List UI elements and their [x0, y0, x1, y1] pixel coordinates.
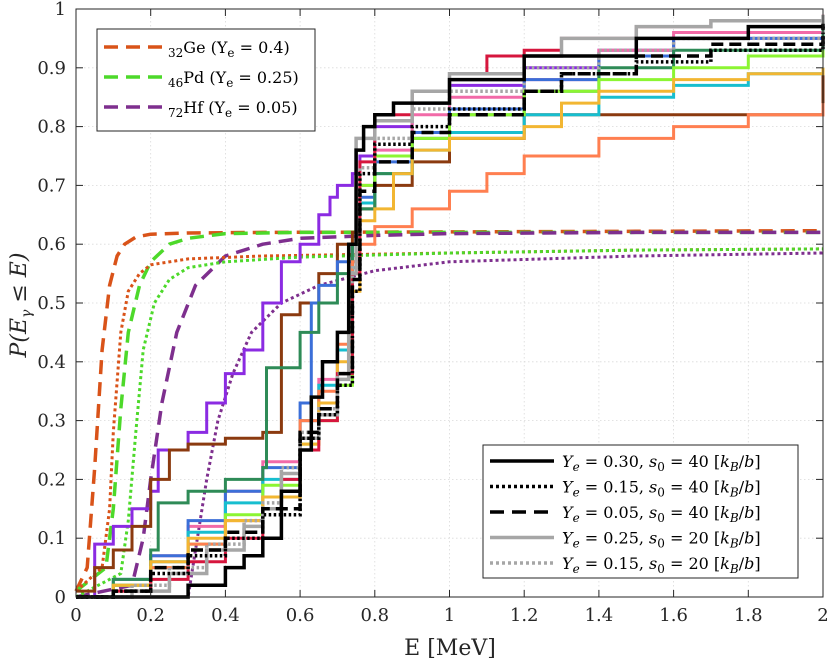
legend-bottom-label-1: Ye = 0.15, s0 = 40 [kB/b]	[562, 478, 761, 500]
smooth-series-4	[75, 247, 824, 599]
y-axis-label-suffix: ≤ E)	[7, 253, 32, 310]
x-tick-label-5: 1	[444, 605, 455, 626]
y-tick-label-5: 0.5	[37, 293, 66, 314]
y-tick-label-0: 0	[55, 587, 66, 608]
x-tick-label-7: 1.4	[585, 605, 614, 626]
legend-bottom-label-0: Ye = 0.30, s0 = 40 [kB/b]	[562, 452, 761, 474]
step-series-14	[76, 23, 825, 599]
legend-top-label-2: 72Hf (Ye = 0.05)	[168, 98, 298, 120]
x-tick-label-6: 1.2	[510, 605, 539, 626]
x-tick-label-3: 0.6	[286, 605, 315, 626]
y-tick-label-6: 0.6	[37, 234, 66, 255]
legend-top-label-1: 46Pd (Ye = 0.25)	[168, 68, 299, 90]
x-tick-label-4: 0.8	[360, 605, 389, 626]
legend-bottom-label-3: Ye = 0.25, s0 = 20 [kB/b]	[562, 529, 761, 551]
legend-bottom-right: Ye = 0.30, s0 = 40 [kB/b] Ye = 0.15, s0 =…	[482, 444, 799, 579]
x-tick-label-9: 1.8	[734, 605, 763, 626]
y-tick-label-9: 0.9	[37, 58, 66, 79]
smooth-series-2	[75, 230, 823, 599]
x-tick-label-2: 0.4	[211, 605, 240, 626]
y-tick-label-4: 0.4	[37, 352, 66, 373]
x-axis-label: E [MeV]	[404, 636, 496, 661]
x-tick-label-8: 1.6	[659, 605, 688, 626]
tick-labels: 0 0.2 0.4 0.6 0.8 1 1.2 1.4 1.6 1.8 2 0 0.1 0.2 0.3 0.4…	[37, 0, 828, 626]
y-axis-label: P(Eγ ≤ E)	[7, 253, 35, 359]
y-tick-label-8: 0.8	[37, 117, 66, 138]
smooth-series-5	[76, 251, 824, 599]
legend-top-box	[96, 28, 316, 132]
smooth-series-1	[74, 230, 823, 593]
axes	[75, 8, 824, 598]
legend-bottom-label-4: Ye = 0.15, s0 = 20 [kB/b]	[562, 554, 761, 576]
x-tick-label-0: 0	[70, 605, 81, 626]
y-tick-label-1: 0.1	[37, 528, 66, 549]
y-tick-label-3: 0.3	[37, 411, 66, 432]
y-axis-label-prefix: P(E	[7, 318, 32, 358]
legend-bottom-label-2: Ye = 0.05, s0 = 40 [kB/b]	[562, 503, 761, 525]
legend-top-left: 32Ge (Ye = 0.4) 46Pd (Ye = 0.25) 72Hf (Ye …	[96, 28, 316, 132]
x-tick-label-10: 2	[817, 605, 828, 626]
y-tick-label-2: 0.2	[37, 469, 66, 490]
y-tick-label-7: 0.7	[37, 175, 66, 196]
y-axis-label-sub: γ	[19, 309, 35, 318]
legend-top-label-0: 32Ge (Ye = 0.4)	[168, 38, 290, 60]
step-series-12	[76, 26, 825, 599]
x-tick-label-1: 0.2	[136, 605, 165, 626]
y-tick-label-10: 1	[55, 0, 66, 20]
series-layer	[74, 14, 825, 599]
step-series-13	[76, 32, 825, 599]
